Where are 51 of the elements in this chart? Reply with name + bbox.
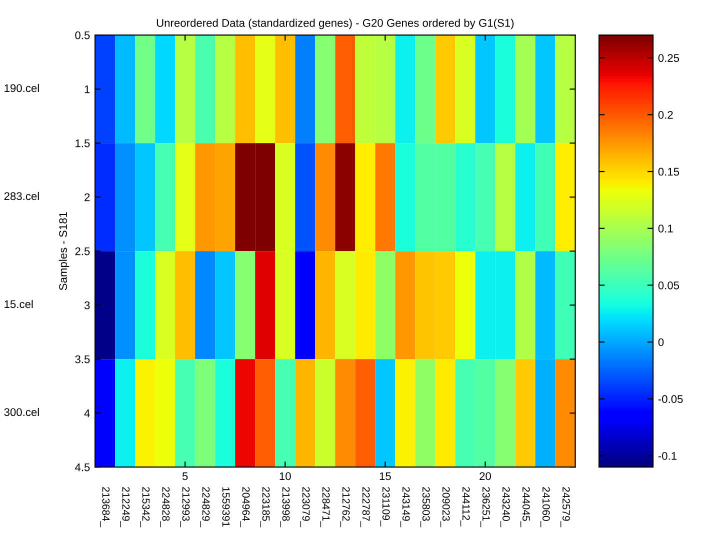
text: 244112_ <box>460 487 470 526</box>
color-bar-label: 0.15 <box>658 168 680 176</box>
y-tick-label: 4 <box>84 409 90 418</box>
text: 212762_ <box>340 487 350 528</box>
color-bar-label: 0.05 <box>658 281 680 290</box>
y-tick-label: 3.5 <box>75 355 90 364</box>
text: 190.cel <box>4 84 39 92</box>
text: 15.cel <box>4 300 33 308</box>
y-axis-title: Samples - S181 <box>58 212 70 290</box>
text: 213998_ <box>280 487 290 528</box>
y-tick-label: 4.5 <box>74 463 90 472</box>
x-tick-label: 15 <box>380 472 391 480</box>
text: 224829_ <box>200 487 210 528</box>
text: 244045_ <box>520 487 530 528</box>
y-tick-label: 1 <box>84 85 90 94</box>
y-tick-label: 2.5 <box>75 247 90 256</box>
text: 228471_ <box>320 487 330 528</box>
color-bar-label: -0.1 <box>658 452 677 460</box>
text: 1559391 <box>222 487 230 527</box>
text: 300.cel <box>4 408 39 416</box>
text: 243240_ <box>500 487 510 528</box>
color-bar-label: 0.25 <box>658 54 680 62</box>
color-bar-label: 0.2 <box>658 110 673 119</box>
x-tick-label: 10 <box>280 472 291 480</box>
text: 236251_ <box>480 487 490 528</box>
text: 204964_ <box>240 487 250 528</box>
text: 241060_ <box>540 487 550 528</box>
text: 235803_ <box>420 487 430 528</box>
text: 283.cel <box>4 192 39 200</box>
text: 243149_ <box>400 487 410 528</box>
text: 212249_ <box>120 487 130 528</box>
x-tick-label: 5 <box>182 472 188 480</box>
text: 224828_ <box>160 487 170 528</box>
text: 223185_ <box>260 487 270 528</box>
text: 231109_ <box>380 487 390 526</box>
chart-title: Unreordered Data (standardized genes) - G20 Genes ordered by G1(S1) <box>156 18 514 30</box>
text: 215342_ <box>140 487 150 528</box>
y-tick-label: 2 <box>84 193 90 202</box>
color-bar-label: 0 <box>658 338 664 346</box>
y-tick-label: 0.5 <box>75 31 90 40</box>
text: 212993_ <box>180 487 190 528</box>
x-tick-label: 20 <box>480 472 491 480</box>
text: 222787_ <box>360 487 370 528</box>
y-tick-label: 1.5 <box>76 139 90 148</box>
y-tick-label: 3 <box>84 301 90 310</box>
text: 213684_ <box>100 487 110 528</box>
color-bar-label: -0.05 <box>658 395 683 404</box>
text: 223079_ <box>300 487 310 528</box>
text: 242579_ <box>560 487 570 528</box>
text: 209023_ <box>440 487 450 528</box>
color-bar-label: 0.1 <box>658 224 673 232</box>
